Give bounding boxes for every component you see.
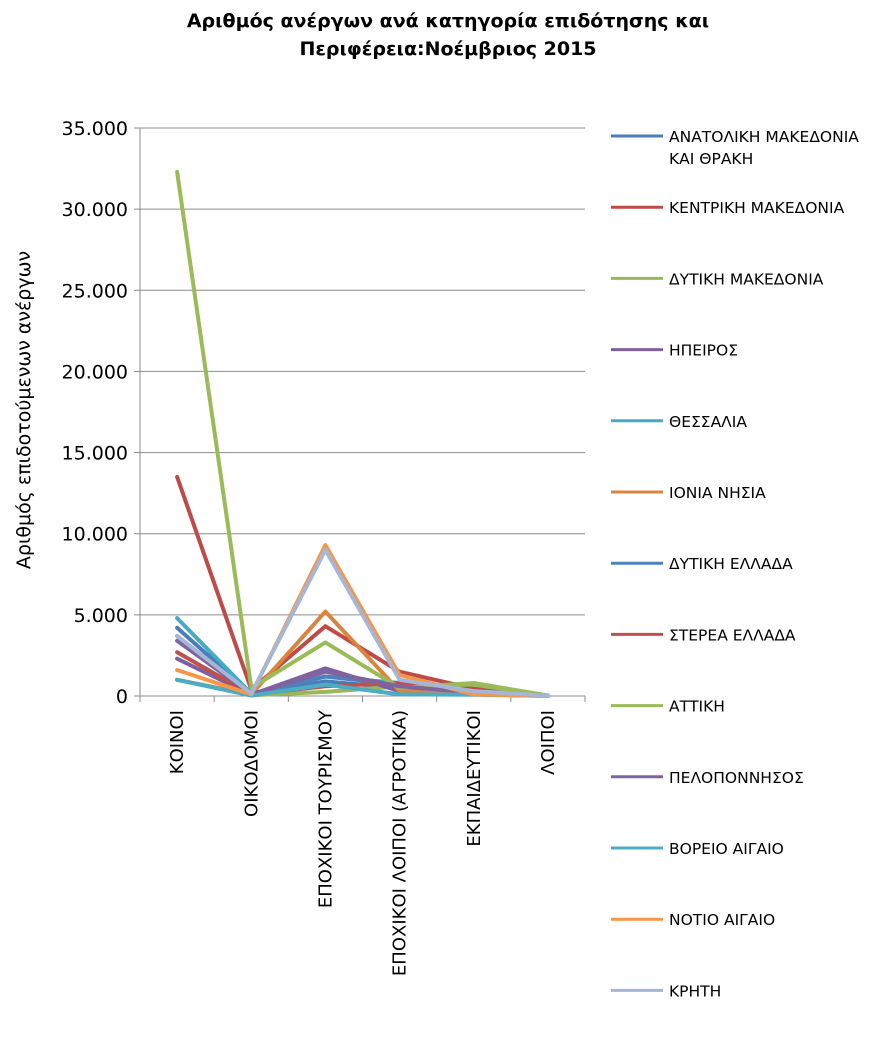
y-tick-label: 25.000 xyxy=(62,280,128,302)
x-tick-label: ΕΚΠΑΙΔΕΥΤΙΚΟΙ xyxy=(464,710,485,847)
chart-title-line-1: Αριθμός ανέργων ανά κατηγορία επιδότησης… xyxy=(186,10,710,32)
y-tick-label: 0 xyxy=(116,686,128,708)
y-tick-label: 5.000 xyxy=(74,605,128,627)
x-axis: ΚΟΙΝΟΙ ΟΙΚΟΔΟΜΟΙ ΕΠΟΧΙΚΟΙ ΤΟΥΡΙΣΜΟΥ ΕΠΟΧΙΚΟ… xyxy=(139,695,586,976)
legend-label: ΔΥΤΙΚΗ ΕΛΛΑΔΑ xyxy=(669,555,793,573)
legend-label: ΙΟΝΙΑ ΝΗΣΙΑ xyxy=(669,484,766,502)
legend-label: ΚΑΙ ΘΡΑΚΗ xyxy=(669,150,753,168)
x-tick-label: ΚΟΙΝΟΙ xyxy=(167,710,188,774)
legend-label: ΚΕΝΤΡΙΚΗ ΜΑΚΕΔΟΝΙΑ xyxy=(669,199,845,217)
y-tick-label: 10.000 xyxy=(62,524,128,546)
y-tick-label: 35.000 xyxy=(62,118,128,140)
legend-label: ΑΤΤΙΚΗ xyxy=(669,698,725,716)
chart-title-line-2: Περιφέρεια:Νοέμβριος 2015 xyxy=(299,38,597,60)
y-tick-label: 20.000 xyxy=(62,361,128,383)
y-tick-label: 15.000 xyxy=(62,443,128,465)
legend: ΑΝΑΤΟΛΙΚΗ ΜΑΚΕΔΟΝΙΑ ΚΑΙ ΘΡΑΚΗ ΚΕΝΤΡΙΚΗ ΜΑΚ… xyxy=(611,128,859,1000)
legend-label: ΔΥΤΙΚΗ ΜΑΚΕΔΟΝΙΑ xyxy=(669,270,824,288)
legend-label: ΠΕΛΟΠΟΝΝΗΣΟΣ xyxy=(669,769,804,787)
y-axis-label: Αριθμός επιδοτούμενων ανέργων xyxy=(13,251,35,569)
legend-label: ΗΠΕΙΡΟΣ xyxy=(669,342,738,360)
legend-label: ΚΡΗΤΗ xyxy=(669,982,721,1000)
series-lines xyxy=(175,169,550,698)
y-tick-label: 30.000 xyxy=(62,199,128,221)
series-line xyxy=(175,543,550,698)
y-axis: 0 5.000 10.000 15.000 20.000 25.000 30.000 35.0… xyxy=(62,118,141,708)
legend-label: ΣΤΕΡΕΑ ΕΛΛΑΔΑ xyxy=(669,626,796,644)
x-tick-label: ΛΟΙΠΟΙ xyxy=(538,710,559,775)
chart-title: Αριθμός ανέργων ανά κατηγορία επιδότησης… xyxy=(0,0,896,100)
legend-label: ΝΟΤΙΟ ΑΙΓΑΙΟ xyxy=(669,911,775,929)
x-tick-label: ΕΠΟΧΙΚΟΙ ΤΟΥΡΙΣΜΟΥ xyxy=(315,709,336,908)
gridlines xyxy=(140,127,585,616)
x-tick-label: ΕΠΟΧΙΚΟΙ ΛΟΙΠΟΙ (ΑΓΡΟΤΙΚΑ) xyxy=(390,710,411,976)
series-line xyxy=(175,169,550,698)
legend-label: ΘΕΣΣΑΛΙΑ xyxy=(669,413,747,431)
legend-label: ΑΝΑΤΟΛΙΚΗ ΜΑΚΕΔΟΝΙΑ xyxy=(669,128,859,146)
legend-label: ΒΟΡΕΙΟ ΑΙΓΑΙΟ xyxy=(669,840,784,858)
x-tick-label: ΟΙΚΟΔΟΜΟΙ xyxy=(241,710,262,817)
series-line xyxy=(175,547,550,698)
